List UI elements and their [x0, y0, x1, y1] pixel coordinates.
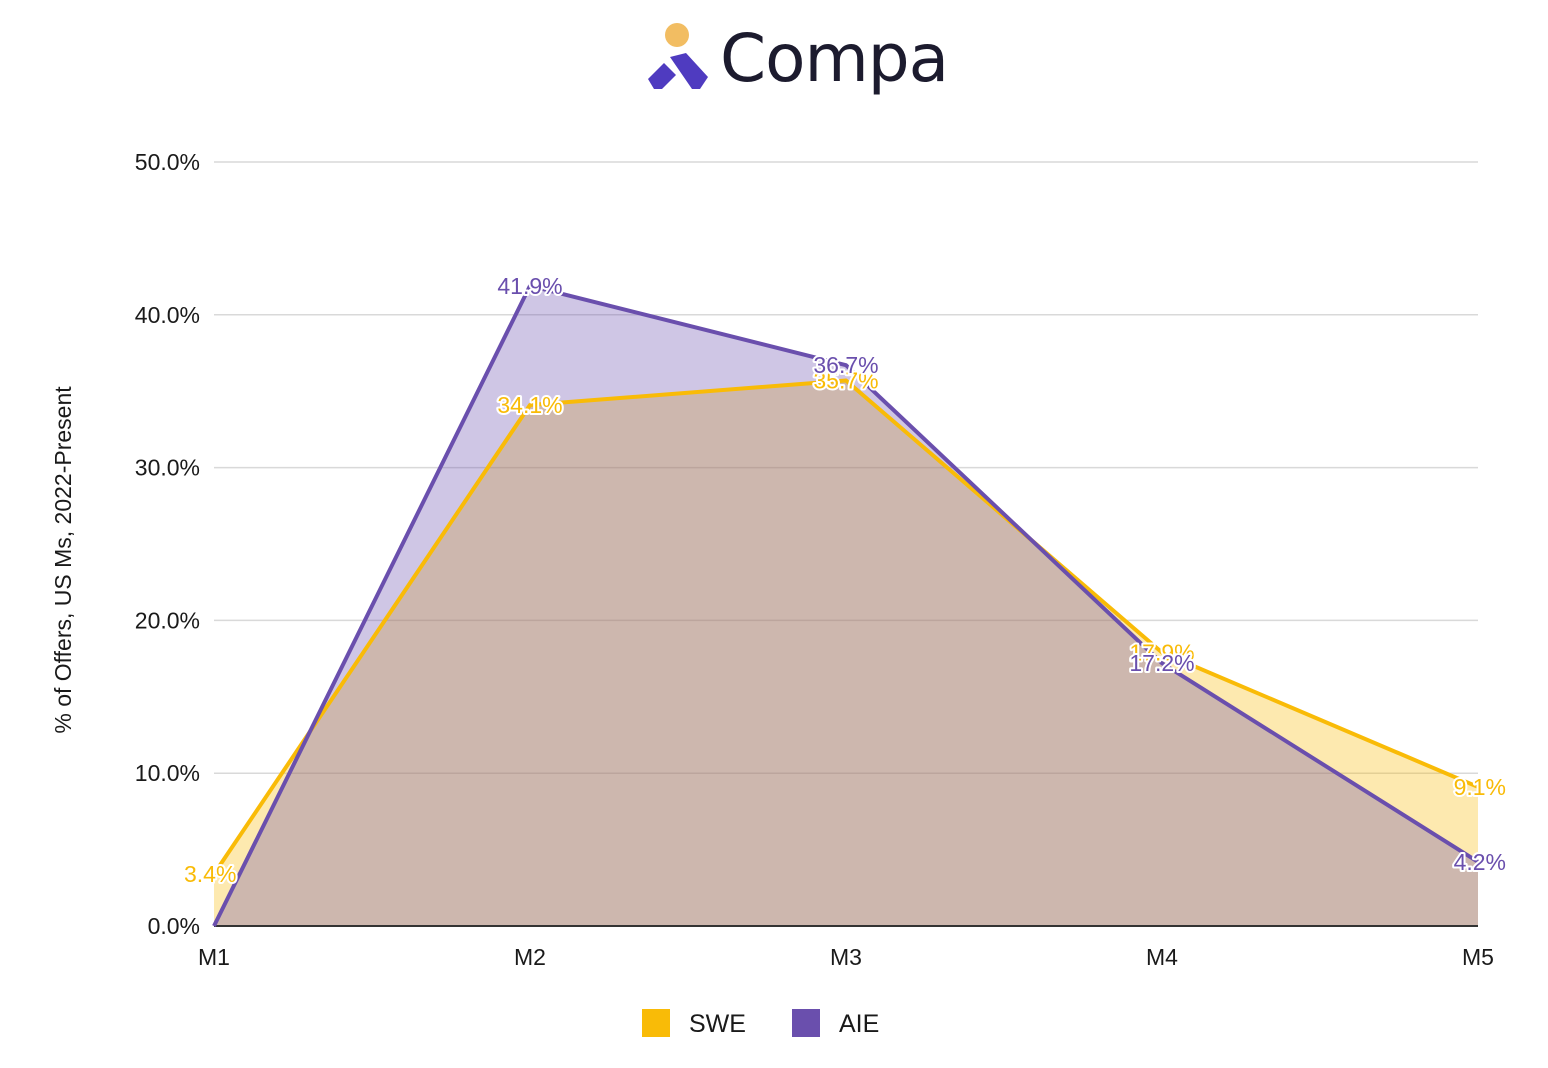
data-label: 41.9%	[497, 273, 562, 299]
x-tick-label: M1	[198, 944, 230, 970]
legend-label-aie: AIE	[839, 1010, 879, 1038]
y-tick-label: 50.0%	[135, 149, 200, 175]
x-tick-label: M4	[1146, 944, 1178, 970]
y-tick-label: 30.0%	[135, 455, 200, 481]
brand-name: Compa	[720, 19, 949, 97]
series-lines	[212, 283, 1480, 927]
gridlines	[214, 161, 1478, 774]
y-tick-label: 0.0%	[148, 913, 200, 939]
data-label: 17.2%	[1129, 650, 1194, 676]
legend-label-swe: SWE	[689, 1010, 746, 1038]
x-axis-tick-labels: M1 M2 M3 M4 M5	[198, 944, 1494, 970]
data-label: 4.2%	[1454, 849, 1506, 875]
x-tick-label: M3	[830, 944, 862, 970]
legend: SWE AIE	[642, 1009, 879, 1038]
series-area-aie	[214, 285, 1478, 926]
y-tick-label: 20.0%	[135, 607, 200, 633]
compa-logo-icon	[648, 23, 708, 89]
data-label: 34.1%	[497, 392, 562, 418]
legend-swatch-aie	[792, 1009, 820, 1037]
x-tick-label: M2	[514, 944, 546, 970]
data-label: 35.7%	[813, 368, 878, 394]
brand-logo: Compa	[640, 18, 949, 98]
data-label: 3.4%	[184, 861, 236, 887]
y-axis-title: % of Offers, US Ms, 2022-Present	[50, 386, 76, 734]
x-tick-label: M5	[1462, 944, 1494, 970]
legend-swatch-swe	[642, 1009, 670, 1037]
logo-mark-right	[670, 53, 708, 89]
logo-mark-left	[648, 63, 676, 89]
series-area-swe	[214, 380, 1478, 926]
y-axis-tick-labels: 0.0% 10.0% 20.0% 30.0% 40.0% 50.0%	[135, 149, 200, 939]
y-tick-label: 40.0%	[135, 302, 200, 328]
logo-dot	[665, 23, 689, 47]
data-label: 9.1%	[1454, 774, 1506, 800]
y-tick-label: 10.0%	[135, 760, 200, 786]
data-label: 36.7%	[813, 352, 878, 378]
data-labels: 3.4% 34.1% 35.7% 17.9% 9.1% 41.9% 36.7% 17.2% 4.…	[182, 271, 1508, 889]
data-label: 17.9%	[1129, 639, 1194, 665]
series-line-swe	[212, 378, 1479, 876]
series-line-aie	[212, 283, 1480, 927]
series-areas	[214, 285, 1478, 926]
